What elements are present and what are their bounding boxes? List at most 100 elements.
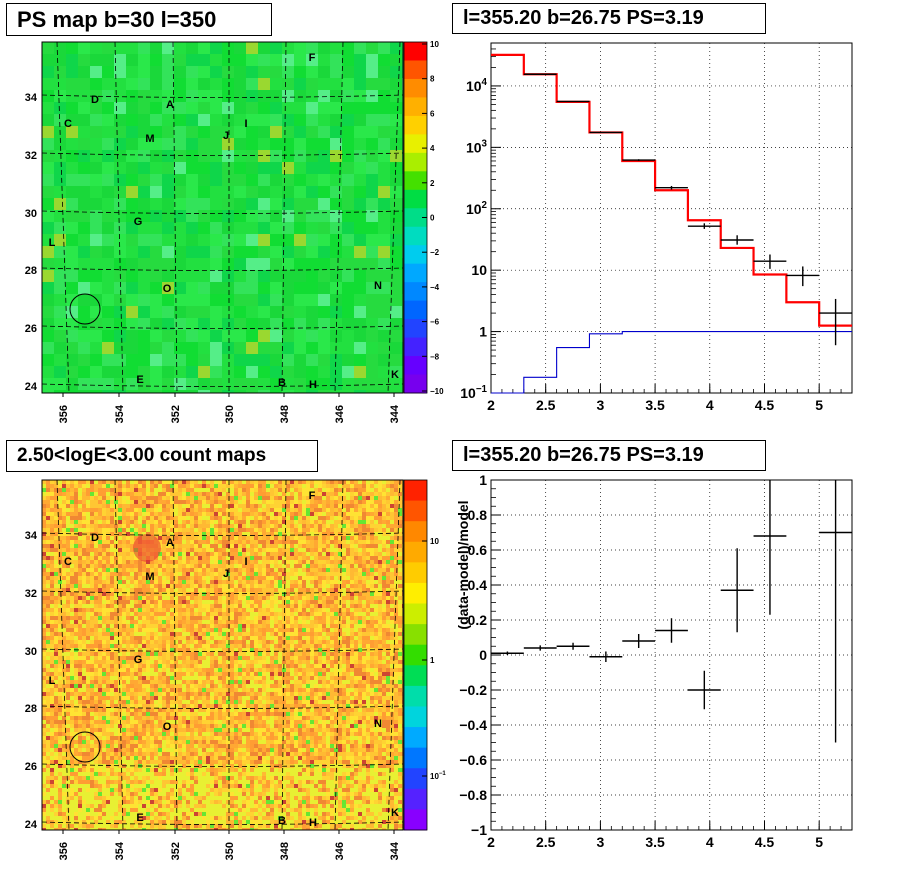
map-pixel (42, 560, 46, 564)
map-pixel (122, 508, 126, 512)
map-pixel (258, 612, 262, 616)
map-pixel (178, 580, 182, 584)
map-pixel (106, 484, 110, 488)
map-pixel (298, 564, 302, 568)
map-pixel (258, 198, 270, 210)
map-pixel (126, 540, 130, 544)
map-pixel (186, 520, 190, 524)
map-pixel (78, 568, 82, 572)
map-pixel (102, 488, 106, 492)
map-pixel (374, 624, 378, 628)
map-pixel (178, 560, 182, 564)
map-pixel (162, 580, 166, 584)
map-pixel (334, 644, 338, 648)
map-pixel (294, 584, 298, 588)
map-pixel (394, 640, 398, 644)
map-pixel (374, 612, 378, 616)
map-pixel (306, 612, 310, 616)
map-pixel (286, 604, 290, 608)
map-pixel (162, 330, 174, 342)
map-pixel (174, 504, 178, 508)
map-pixel (254, 500, 258, 504)
map-pixel (302, 516, 306, 520)
map-pixel (382, 484, 386, 488)
colorbar-cell (404, 245, 427, 265)
map-pixel (54, 584, 58, 588)
map-pixel (342, 126, 354, 138)
map-pixel (298, 484, 302, 488)
map-pixel (294, 78, 306, 90)
map-pixel (50, 556, 54, 560)
map-pixel (270, 78, 282, 90)
map-pixel (358, 620, 362, 624)
map-pixel (306, 246, 318, 258)
map-pixel (46, 580, 50, 584)
map-pixel (218, 520, 222, 524)
map-pixel (210, 210, 222, 222)
map-pixel (146, 600, 150, 604)
map-pixel (226, 564, 230, 568)
map-pixel (146, 480, 150, 484)
map-pixel (294, 114, 306, 126)
map-pixel (286, 504, 290, 508)
map-pixel (394, 480, 398, 484)
map-pixel (166, 508, 170, 512)
map-pixel (258, 520, 262, 524)
map-pixel (174, 560, 178, 564)
map-pixel (306, 366, 318, 378)
map-pixel (118, 628, 122, 632)
map-pixel (390, 532, 394, 536)
map-pixel (294, 484, 298, 488)
map-pixel (78, 624, 82, 628)
map-pixel (254, 520, 258, 524)
map-pixel (54, 102, 66, 114)
map-pixel (354, 524, 358, 528)
map-pixel (310, 536, 314, 540)
map-pixel (354, 624, 358, 628)
map-pixel (366, 42, 378, 54)
map-pixel (142, 592, 146, 596)
map-pixel (198, 480, 202, 484)
map-pixel (174, 318, 186, 330)
map-pixel (342, 318, 354, 330)
map-pixel (66, 210, 78, 222)
map-pixel (314, 572, 318, 576)
map-pixel (74, 552, 78, 556)
map-pixel (214, 504, 218, 508)
map-pixel (326, 524, 330, 528)
map-pixel (378, 584, 382, 588)
map-pixel (174, 544, 178, 548)
map-pixel (346, 540, 350, 544)
map-pixel (110, 500, 114, 504)
map-pixel (198, 508, 202, 512)
map-pixel (182, 640, 186, 644)
map-pixel (58, 592, 62, 596)
map-pixel (378, 488, 382, 492)
map-pixel (170, 628, 174, 632)
map-pixel (254, 552, 258, 556)
map-pixel (206, 620, 210, 624)
map-pixel (162, 596, 166, 600)
map-pixel (90, 564, 94, 568)
map-pixel (162, 528, 166, 532)
map-pixel (178, 544, 182, 548)
map-pixel (374, 536, 378, 540)
map-pixel (114, 612, 118, 616)
map-pixel (210, 524, 214, 528)
map-pixel (246, 536, 250, 540)
map-pixel (386, 544, 390, 548)
map-pixel (342, 612, 346, 616)
map-pixel (258, 516, 262, 520)
map-pixel (214, 484, 218, 488)
map-pixel (258, 78, 270, 90)
map-pixel (374, 568, 378, 572)
map-pixel (174, 528, 178, 532)
map-pixel (330, 488, 334, 492)
map-pixel (42, 484, 46, 488)
map-pixel (62, 528, 66, 532)
map-pixel (134, 572, 138, 576)
map-pixel (170, 580, 174, 584)
map-pixel (66, 564, 70, 568)
map-pixel (274, 560, 278, 564)
map-pixel (42, 504, 46, 508)
